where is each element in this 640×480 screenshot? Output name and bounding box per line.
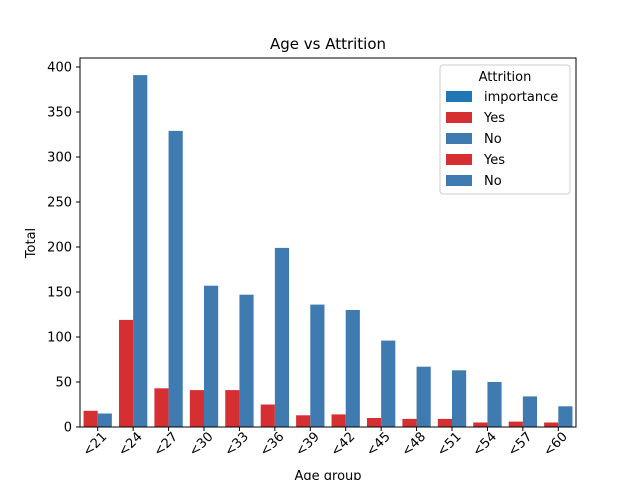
y-tick-label: 100 bbox=[47, 331, 72, 346]
bar-yes-4 bbox=[225, 390, 240, 427]
chart-title: Age vs Attrition bbox=[270, 35, 386, 53]
bar-no-1 bbox=[133, 75, 148, 427]
bar-yes-11 bbox=[473, 422, 488, 427]
legend-swatch bbox=[446, 175, 472, 186]
bar-no-13 bbox=[558, 406, 573, 427]
bar-no-6 bbox=[310, 304, 325, 427]
bar-no-5 bbox=[274, 247, 290, 427]
bar-no-10 bbox=[452, 370, 467, 427]
legend-entry-label: Yes bbox=[483, 153, 505, 168]
legend-box bbox=[439, 64, 571, 195]
bar-yes-7 bbox=[331, 414, 346, 427]
legend-swatch bbox=[446, 154, 472, 165]
legend-entry-label: Yes bbox=[483, 111, 505, 126]
bars-layer bbox=[83, 75, 573, 427]
bar-yes-1 bbox=[118, 319, 134, 427]
x-axis-label: Age group bbox=[294, 469, 361, 480]
bar-yes-12 bbox=[508, 421, 523, 427]
y-tick-label: 250 bbox=[47, 196, 72, 211]
bar-no-8 bbox=[381, 340, 396, 427]
legend-entry-label: importance bbox=[484, 90, 558, 105]
legend-entry-label: No bbox=[484, 132, 502, 147]
y-tick-label: 150 bbox=[47, 286, 72, 301]
y-tick-label: 0 bbox=[64, 421, 72, 436]
y-tick-label: 350 bbox=[47, 106, 72, 121]
y-tick-label: 50 bbox=[55, 376, 72, 391]
y-tick-label: 200 bbox=[47, 241, 72, 256]
y-axis-label: Total bbox=[24, 228, 39, 259]
bar-no-3 bbox=[204, 285, 219, 427]
bar-yes-6 bbox=[296, 415, 311, 427]
legend-swatch bbox=[446, 133, 472, 144]
legend-entry-label: No bbox=[484, 174, 502, 189]
legend-title: Attrition bbox=[479, 70, 532, 85]
bar-yes-9 bbox=[402, 418, 417, 427]
bar-no-2 bbox=[168, 130, 183, 427]
legend: Attrition importance Yes No Yes No bbox=[439, 64, 571, 195]
bar-yes-5 bbox=[260, 404, 275, 427]
bar-yes-13 bbox=[544, 422, 559, 427]
y-tick-label: 300 bbox=[47, 151, 72, 166]
bar-no-11 bbox=[487, 382, 502, 427]
bar-no-9 bbox=[416, 366, 431, 427]
bar-no-12 bbox=[522, 396, 538, 427]
plot-frame bbox=[79, 57, 577, 428]
legend-swatch bbox=[446, 112, 472, 123]
bar-yes-0 bbox=[83, 410, 98, 427]
y-tick-label: 400 bbox=[47, 61, 72, 76]
bar-yes-10 bbox=[437, 418, 452, 427]
legend-swatch bbox=[446, 91, 472, 102]
bar-yes-8 bbox=[366, 418, 382, 427]
bar-yes-2 bbox=[154, 388, 169, 427]
bar-no-4 bbox=[239, 294, 254, 427]
bar-no-0 bbox=[97, 413, 112, 427]
bar-yes-3 bbox=[189, 390, 204, 427]
bar-no-7 bbox=[345, 310, 360, 427]
